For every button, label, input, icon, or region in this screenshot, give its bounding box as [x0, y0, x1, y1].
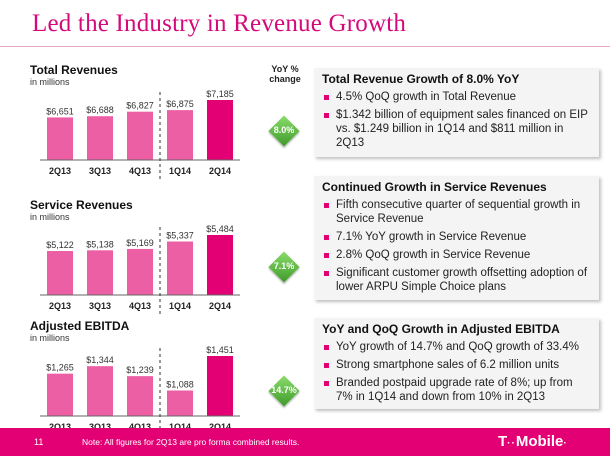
data-label: $5,337	[166, 231, 194, 241]
data-label: $5,138	[86, 239, 114, 249]
category-label: 2Q13	[49, 422, 71, 432]
page-title: Led the Industry in Revenue Growth	[32, 10, 407, 37]
category-label: 4Q13	[129, 166, 151, 176]
data-label: $6,651	[46, 106, 74, 116]
box-title: Total Revenue Growth of 8.0% YoY	[322, 72, 520, 86]
ebitda-box: YoY and QoQ Growth in Adjusted EBITDA Yo…	[314, 318, 599, 409]
chart-title: Adjusted EBITDA	[30, 319, 130, 333]
box-title: Continued Growth in Service Revenues	[322, 180, 547, 194]
bullet-item: 7.1% YoY growth in Service Revenue	[322, 230, 591, 244]
category-label: 2Q14	[209, 166, 231, 176]
bar-2q14	[207, 100, 233, 160]
bar-1q14	[167, 241, 193, 295]
bullet-item: Fifth consecutive quarter of sequential …	[322, 198, 591, 226]
data-label: $1,088	[166, 379, 194, 389]
data-label: $1,451	[206, 345, 234, 355]
data-label: $7,185	[206, 89, 234, 99]
bar-3q13	[87, 366, 113, 416]
data-label: $5,122	[46, 240, 74, 250]
service-revenues-chart: Service Revenues in millions $5,122 2Q13 $…	[30, 198, 250, 317]
category-label: 4Q13	[129, 301, 151, 311]
bar-2q13	[47, 373, 73, 416]
bar-4q13	[127, 111, 153, 160]
data-label: $5,169	[126, 238, 154, 248]
bullet-list: 4.5% QoQ growth in Total Revenue $1.342 …	[322, 90, 591, 150]
bar-4q13	[127, 376, 153, 416]
bullet-list: YoY growth of 14.7% and QoQ growth of 33…	[322, 340, 591, 404]
yoy-value: 8.0%	[273, 125, 295, 135]
data-label: $5,484	[206, 224, 234, 234]
bar-1q14	[167, 390, 193, 416]
bullet-item: YoY growth of 14.7% and QoQ growth of 33…	[322, 340, 591, 354]
yoy-value: 7.1%	[273, 261, 295, 271]
tmobile-logo: T··Mobile·	[498, 433, 568, 450]
bullet-item: 4.5% QoQ growth in Total Revenue	[322, 90, 591, 104]
yoy-badge-total: 8.0%	[267, 114, 301, 148]
data-label: $6,688	[86, 105, 114, 115]
footer-bar: 11 Note: All figures for 2Q13 are pro fo…	[0, 428, 610, 456]
category-label: 3Q13	[89, 301, 111, 311]
bar-2q14	[207, 356, 233, 416]
chart-subtitle: in millions	[30, 333, 70, 343]
category-label: 2Q14	[209, 422, 231, 432]
service-revenue-box: Continued Growth in Service Revenues Fif…	[314, 176, 599, 300]
data-label: $6,827	[126, 101, 154, 111]
page-number: 11	[34, 437, 44, 447]
bullet-item: 2.8% QoQ growth in Service Revenue	[322, 248, 591, 262]
footnote: Note: All figures for 2Q13 are pro forma…	[82, 437, 300, 447]
data-label: $6,875	[166, 99, 194, 109]
data-label: $1,344	[86, 355, 114, 365]
category-label: 1Q14	[169, 422, 191, 432]
chart-title: Service Revenues	[30, 198, 133, 212]
category-label: 2Q14	[209, 301, 231, 311]
bullet-item: Significant customer growth offsetting a…	[322, 266, 591, 294]
logo-dot: ·	[563, 438, 568, 449]
box-title: YoY and QoQ Growth in Adjusted EBITDA	[322, 322, 560, 336]
yoy-change-header: YoY % change	[269, 64, 301, 84]
adjusted-ebitda-bars: $1,265 2Q13 $1,344 3Q13 $1,239 4Q13 $1,088 1Q14…	[40, 345, 240, 438]
bar-2q14	[207, 235, 233, 295]
yoy-value: 14.7%	[271, 385, 297, 395]
bar-3q13	[87, 250, 113, 295]
bullet-item: $1.342 billion of equipment sales financ…	[322, 108, 591, 150]
yoy-badge-service: 7.1%	[267, 250, 301, 284]
title-divider	[0, 46, 610, 47]
bar-4q13	[127, 248, 153, 295]
bar-3q13	[87, 116, 113, 160]
category-label: 4Q13	[129, 422, 151, 432]
bar-2q13	[47, 117, 73, 160]
total-revenue-box: Total Revenue Growth of 8.0% YoY 4.5% Qo…	[314, 68, 599, 157]
bar-2q13	[47, 251, 73, 295]
category-label: 3Q13	[89, 422, 111, 432]
category-label: 3Q13	[89, 166, 111, 176]
category-label: 2Q13	[49, 301, 71, 311]
service-revenues-bars: $5,122 2Q13 $5,138 3Q13 $5,169 4Q13 $5,337 1Q14…	[40, 224, 240, 317]
bullet-item: Strong smartphone sales of 6.2 million u…	[322, 358, 591, 372]
total-revenues-bars: $6,651 2Q13 $6,688 3Q13 $6,827 4Q13 $6,875 1Q14…	[40, 89, 240, 182]
total-revenues-chart: Total Revenues in millions $6,651 2Q13 $6,…	[30, 63, 250, 182]
yoy-badge-ebitda: 14.7%	[267, 374, 301, 408]
bullet-item: Branded postpaid upgrade rate of 8%; up …	[322, 376, 591, 404]
chart-title: Total Revenues	[30, 63, 118, 77]
category-label: 2Q13	[49, 166, 71, 176]
logo-separator: ··	[507, 438, 516, 449]
logo-word: Mobile	[515, 433, 564, 450]
bullet-list: Fifth consecutive quarter of sequential …	[322, 198, 591, 294]
data-label: $1,265	[46, 363, 74, 373]
category-label: 1Q14	[169, 301, 191, 311]
logo-mark: T	[498, 433, 508, 450]
chart-subtitle: in millions	[30, 212, 70, 222]
bar-1q14	[167, 110, 193, 160]
data-label: $1,239	[126, 365, 154, 375]
category-label: 1Q14	[169, 166, 191, 176]
chart-subtitle: in millions	[30, 77, 70, 87]
adjusted-ebitda-chart: Adjusted EBITDA in millions $1,265 2Q13 $1…	[30, 319, 250, 438]
